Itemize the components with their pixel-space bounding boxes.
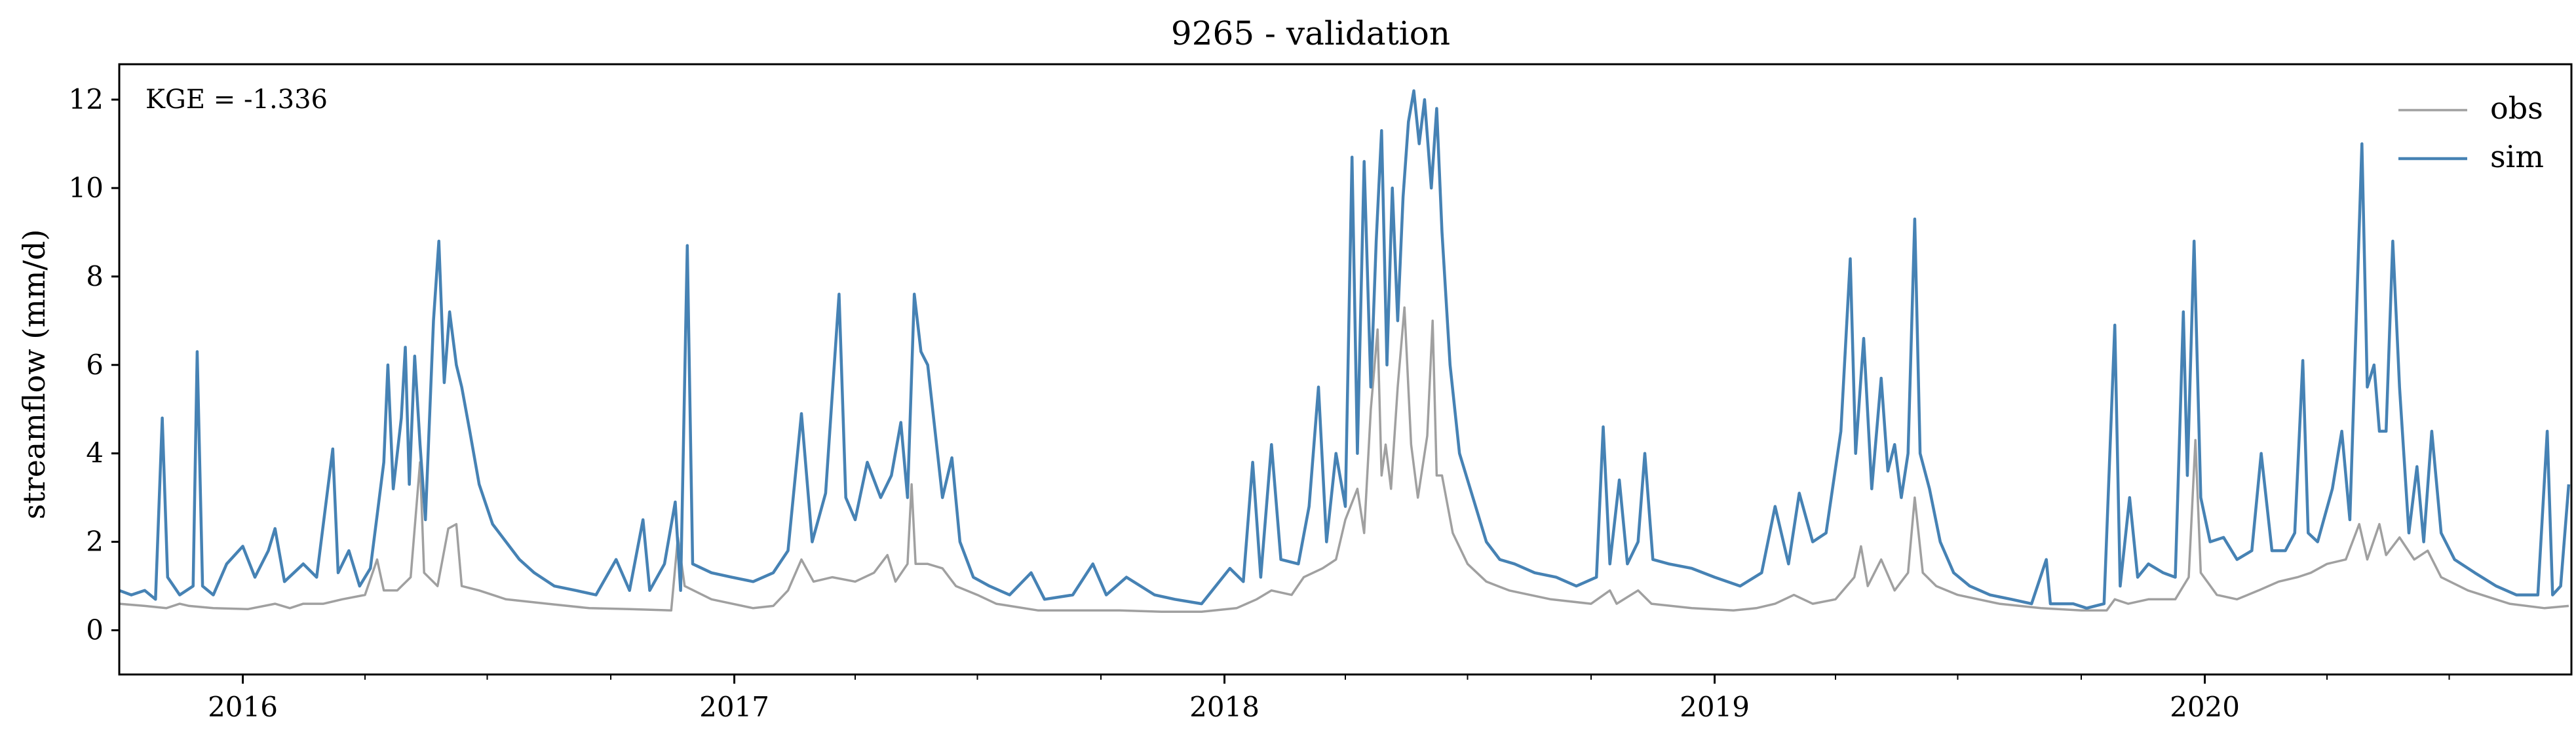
kge-annotation: KGE = -1.336 xyxy=(145,85,328,115)
legend-label-sim: sim xyxy=(2490,139,2544,174)
x-tick-label: 2020 xyxy=(2170,691,2240,723)
series-layer xyxy=(119,89,2571,613)
series-line-sim xyxy=(119,89,2571,610)
chart-title: 9265 - validation xyxy=(1171,14,1450,52)
y-tick-label: 4 xyxy=(86,437,104,469)
legend-label-obs: obs xyxy=(2490,90,2543,126)
y-ticks: 0 2 4 6 8 10 12 xyxy=(69,83,119,646)
y-tick-label: 6 xyxy=(86,349,104,381)
y-tick-label: 0 xyxy=(86,614,104,646)
y-axis-label: streamflow (mm/d) xyxy=(16,229,52,520)
x-tick-label: 2017 xyxy=(699,691,769,723)
legend: obs sim xyxy=(2398,90,2544,174)
y-tick-label: 8 xyxy=(86,260,104,292)
y-tick-label: 10 xyxy=(69,172,104,204)
plot-frame xyxy=(118,63,2573,676)
series-line-obs xyxy=(119,306,2569,613)
y-tick-label: 12 xyxy=(69,83,104,115)
x-ticks: 2016 2017 2018 2019 2020 xyxy=(208,674,2450,723)
x-tick-label: 2018 xyxy=(1189,691,1259,723)
y-tick-label: 2 xyxy=(86,526,104,558)
x-tick-label: 2016 xyxy=(208,691,278,723)
x-tick-label: 2019 xyxy=(1680,691,1750,723)
